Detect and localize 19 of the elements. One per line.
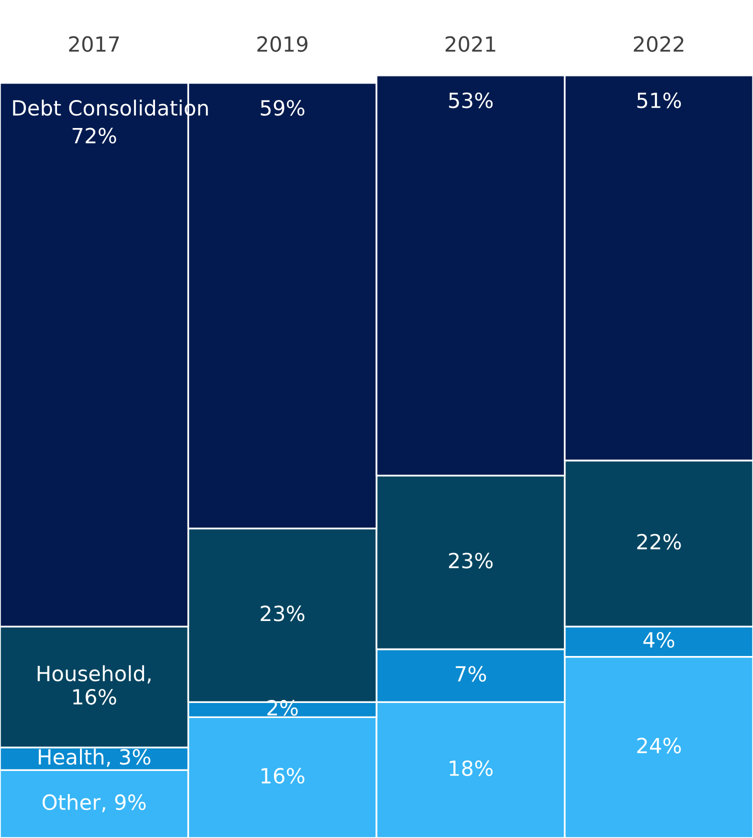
- data-label: 7%: [456, 666, 486, 682]
- data-label: 23%: [449, 552, 493, 568]
- data-label: 53%: [449, 92, 493, 108]
- data-label: 16%: [262, 768, 304, 784]
- data-label: 72%: [72, 128, 116, 144]
- data-label: 51%: [637, 92, 681, 108]
- data-label: 22%: [637, 534, 681, 550]
- data-label: Other, 9%: [42, 794, 146, 812]
- data-label: Health, 3%: [38, 748, 150, 767]
- data-label: Household, 16%: [38, 665, 151, 705]
- data-label: 24%: [637, 738, 681, 754]
- data-label: 59%: [260, 100, 304, 116]
- data-label: 18%: [450, 760, 493, 776]
- x-tick-label: 2017: [69, 36, 119, 52]
- data-label: 23%: [260, 606, 304, 622]
- x-tick-label: 2019: [257, 36, 308, 52]
- data-label: 4%: [643, 632, 674, 648]
- x-tick-label: 2022: [634, 36, 684, 52]
- x-tick-label: 2021: [446, 36, 496, 52]
